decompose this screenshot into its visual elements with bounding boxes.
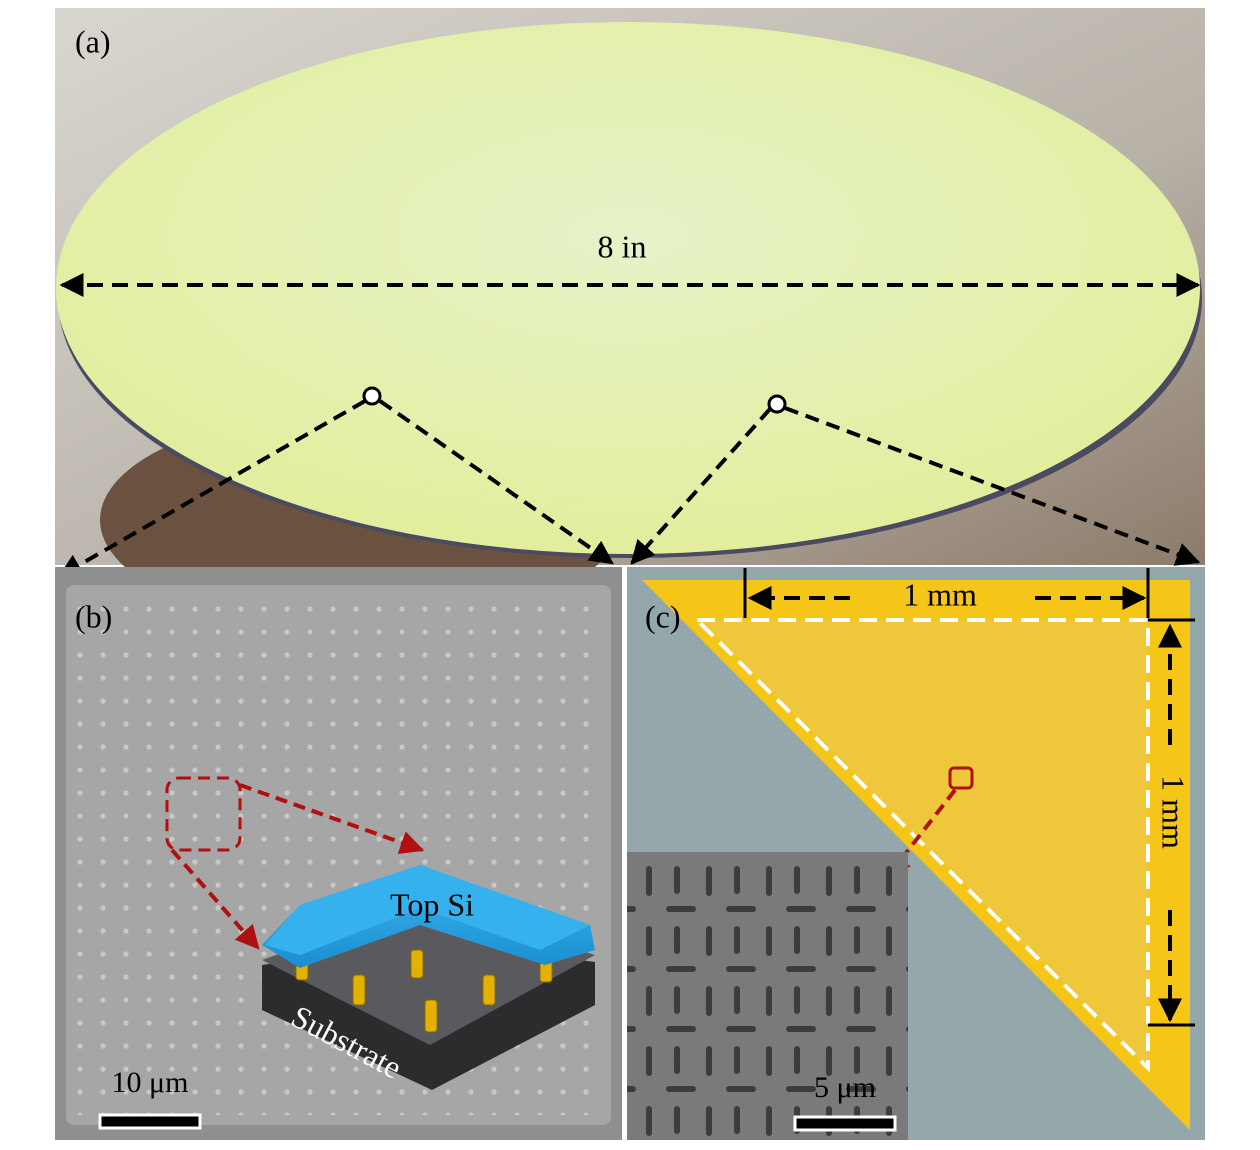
panel-label: (a)	[75, 23, 111, 59]
panel-c: 1 mm 1 mm (c) 5 μm	[627, 567, 1205, 1140]
zoom-arrow	[239, 783, 425, 855]
dimension-label: 1 mm	[903, 576, 977, 612]
panel-label: (c)	[645, 598, 681, 634]
panel-label: (b)	[75, 598, 112, 634]
zoom-point	[767, 394, 787, 414]
scale-bar	[98, 1113, 202, 1130]
nanorods	[627, 852, 908, 1140]
panel-b: Top Si Substrate (b) 10 μm	[55, 567, 622, 1140]
top-si-surface	[265, 865, 590, 955]
zoom-lines	[57, 399, 1201, 578]
zoom-arrow	[170, 848, 260, 950]
dimension-label: 1 mm	[1156, 775, 1192, 849]
scale-bar	[793, 1115, 897, 1132]
layer-label: Top Si	[390, 886, 474, 922]
wafer	[56, 22, 1200, 554]
panel-a: (a) 8 in	[55, 8, 1205, 630]
zoom-box	[165, 776, 242, 852]
boundary-dashed	[695, 618, 1150, 1073]
dimension-label: 8 in	[598, 228, 647, 264]
zoom-point	[362, 386, 382, 406]
scale-bar-label: 10 μm	[112, 1066, 189, 1099]
zoom-box	[948, 766, 974, 790]
scale-bar-label: 5 μm	[814, 1071, 876, 1104]
